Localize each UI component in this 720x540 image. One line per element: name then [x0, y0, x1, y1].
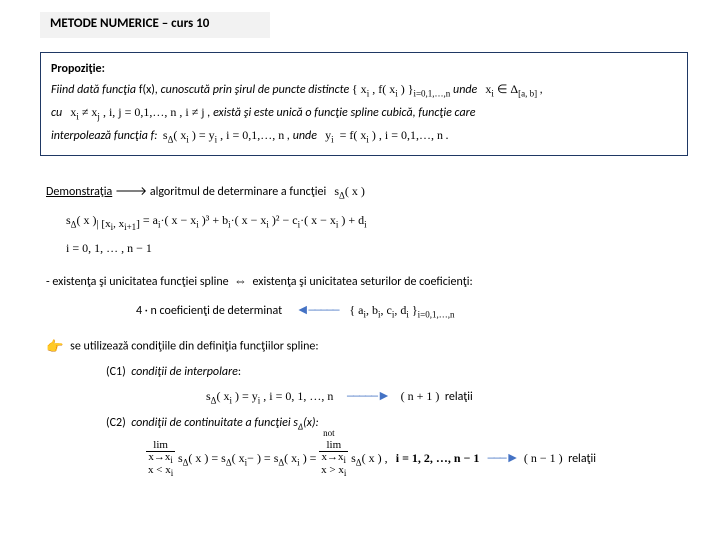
c2-eq: lim x→xix < xi sΔ( x ) = sΔ( xi− ) = sΔ(… — [46, 440, 694, 478]
prop-line1: Fiind dată funcţia f(x), cunoscută prin … — [51, 79, 677, 102]
arrow-left-icon: ◄───── — [296, 301, 339, 318]
prop-heading: Propoziţie: — [51, 59, 677, 79]
prop-line3: interpolează funcţia f: sΔ( xi ) = yi , … — [51, 125, 677, 148]
title-text: METODE NUMERICE – curs 10 — [50, 16, 209, 31]
demo-line: Demonstraţia 🡒 algoritmul de determinare… — [46, 182, 694, 203]
iff-icon: ⇔ — [234, 274, 247, 289]
coef-line: 4 · n coeficienţi de determinat ◄───── {… — [46, 299, 694, 322]
slide-title: METODE NUMERICE – curs 10 — [40, 12, 270, 38]
arrow-right-icon: ───► — [488, 449, 519, 466]
spline-eq-line2: i = 0, 1, … , n − 1 — [46, 239, 694, 258]
spline-eq-line1: sΔ( x )| [xi, xi+1] = ai·( x − xi )³ + b… — [46, 211, 694, 235]
pointer-icon: 👉 — [46, 336, 63, 357]
c1-head: (C1) condiţii de interpolare: — [46, 363, 694, 381]
arrow-right-icon: ─────► — [347, 387, 390, 404]
c1-eq: sΔ( xi ) = yi , i = 0, 1, …, n ─────► ( … — [46, 385, 694, 408]
proposition-box: Propoziţie: Fiind dată funcţia f(x), cun… — [40, 52, 688, 156]
c2-head: (C2) condiţii de continuitate a funcţiei… — [46, 414, 694, 434]
existence-line: - existenţa şi unicitatea funcţiei splin… — [46, 272, 694, 292]
body: Demonstraţia 🡒 algoritmul de determinare… — [46, 182, 694, 483]
prop-line2: cu xi ≠ xj , i, j = 0,1,…, n , i ≠ j , e… — [51, 102, 677, 125]
use-conditions-line: 👉 se utilizează condiţiile din definiţia… — [46, 336, 694, 357]
